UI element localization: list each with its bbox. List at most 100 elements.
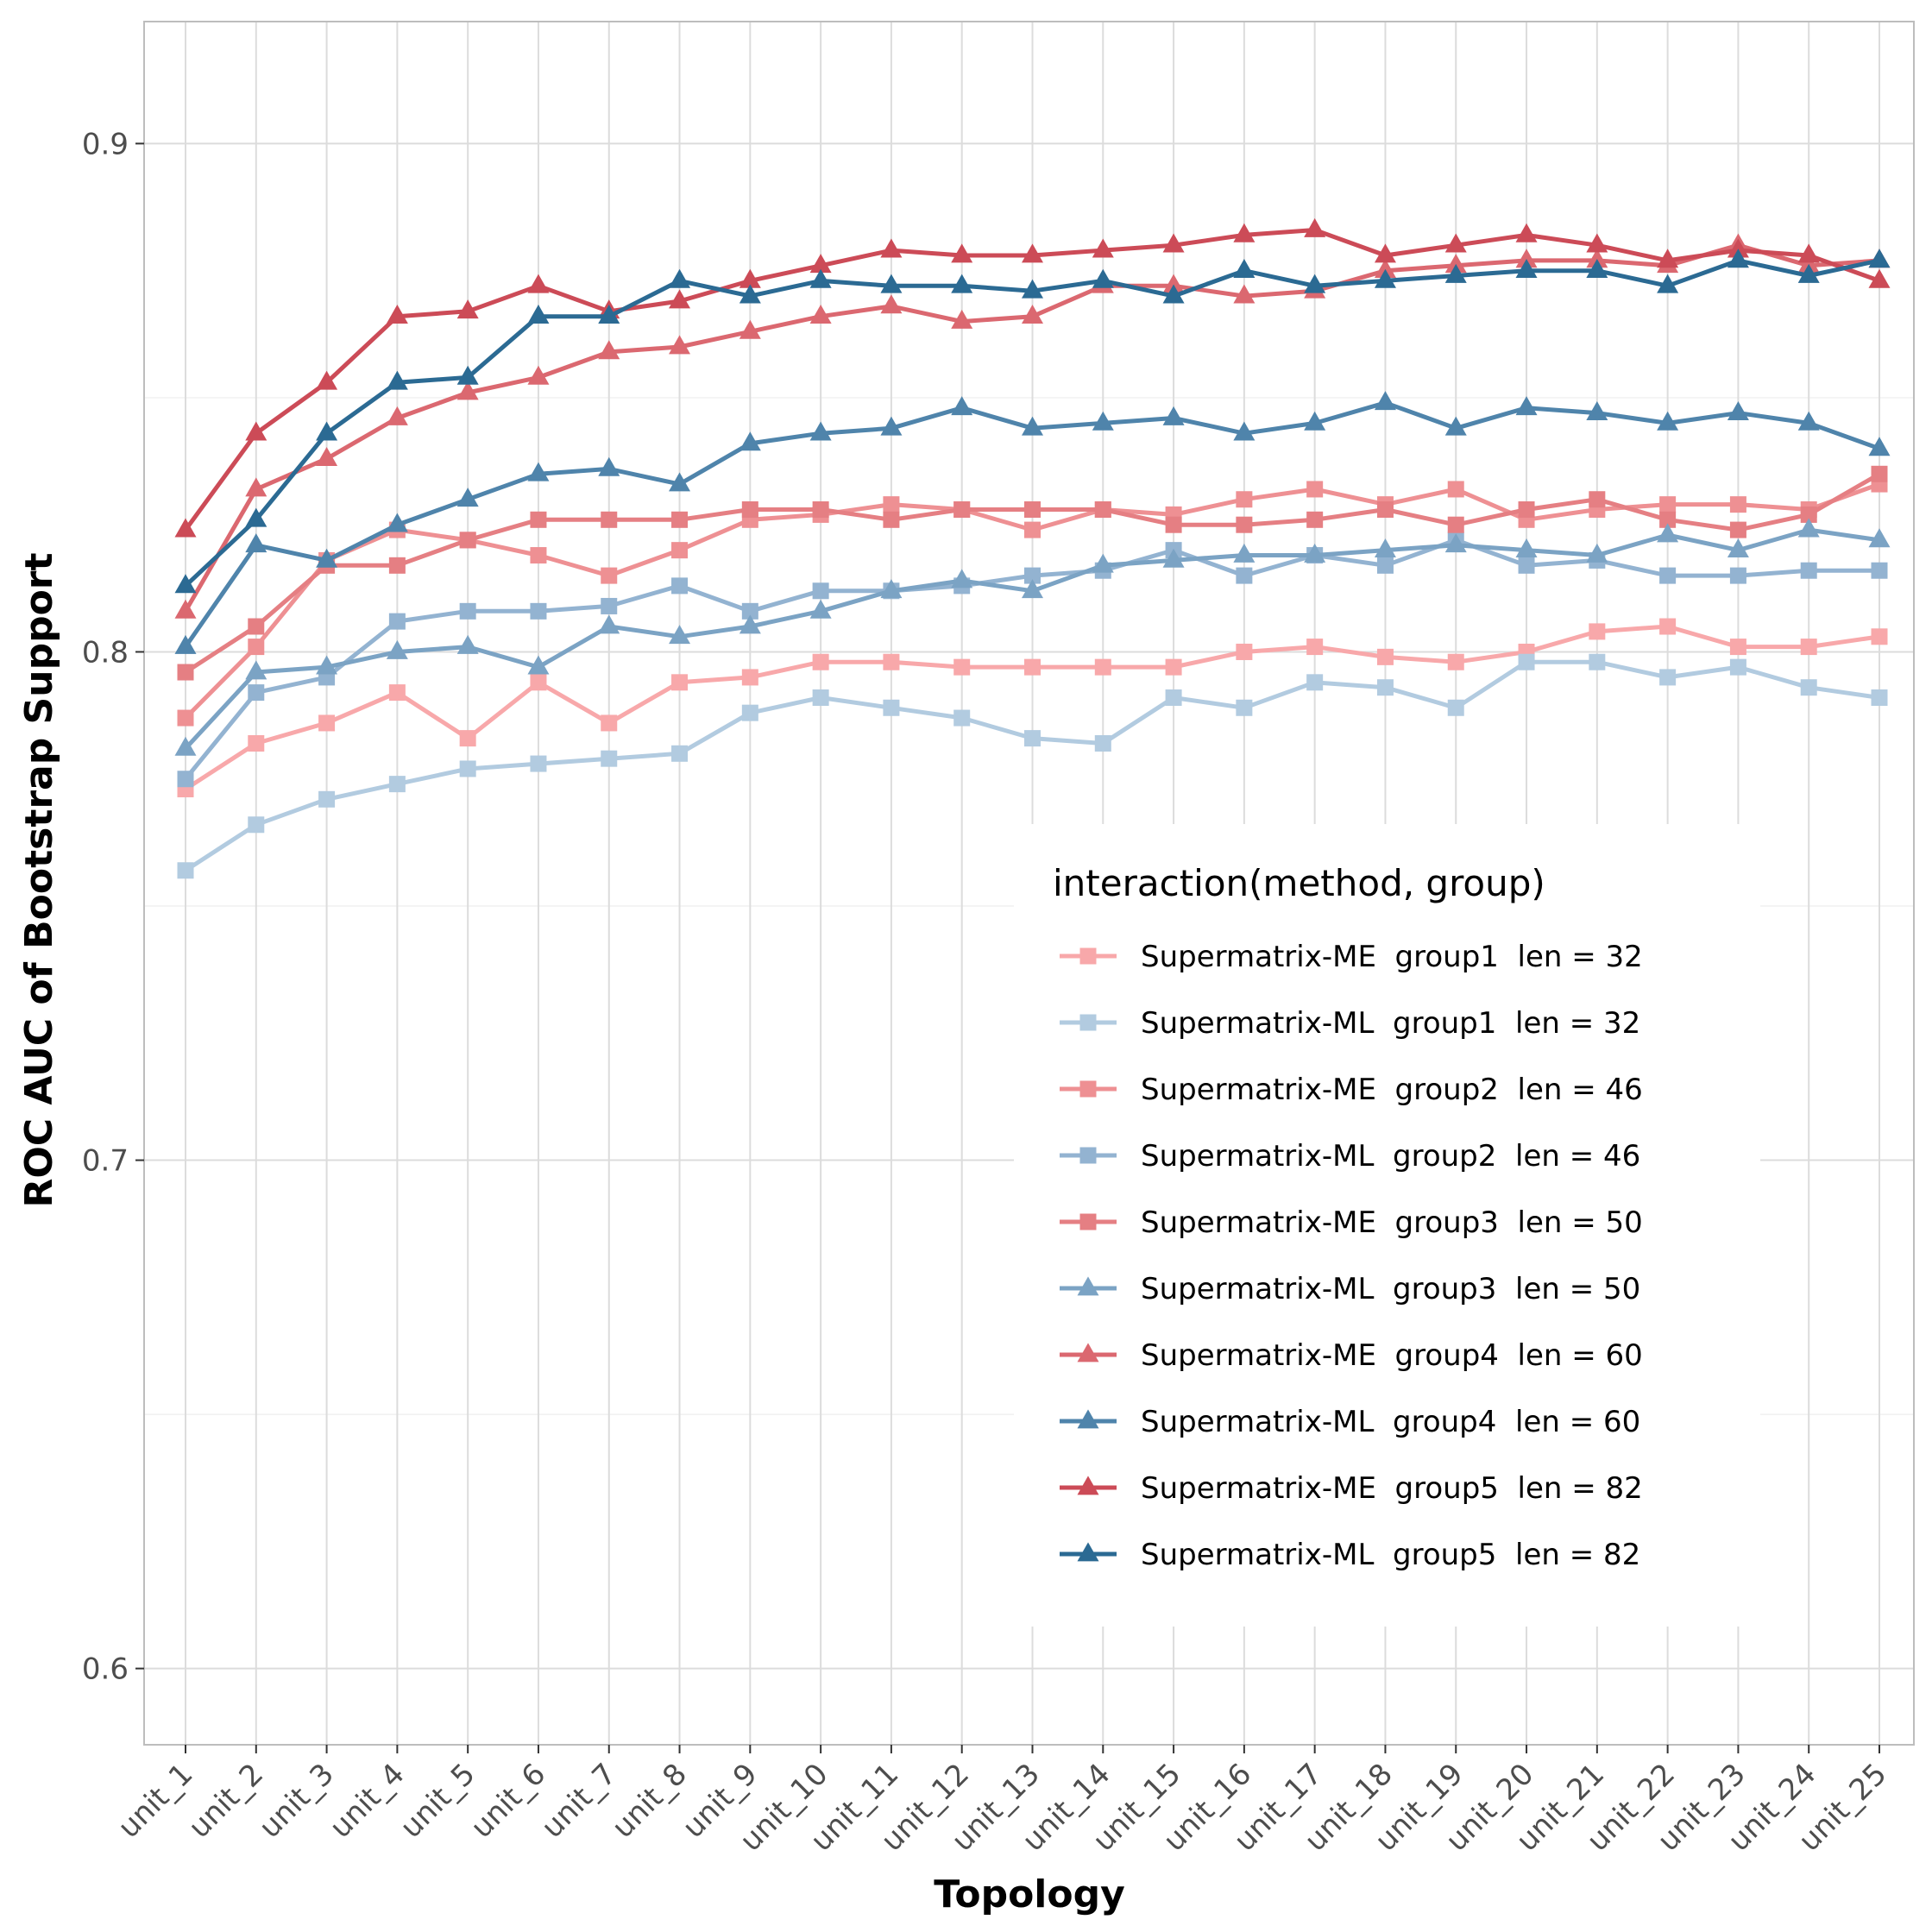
data-point <box>248 816 265 834</box>
data-point <box>739 319 761 339</box>
data-point <box>174 599 197 619</box>
data-point <box>1306 481 1324 498</box>
legend-item-2: Supermatrix-ML group1 len = 32 <box>1060 1006 1640 1041</box>
data-point <box>741 669 758 686</box>
data-point <box>1447 481 1464 498</box>
series-10 <box>174 249 1891 594</box>
data-point <box>1659 511 1677 528</box>
data-point <box>527 365 550 385</box>
data-point <box>1094 735 1111 752</box>
legend-label: Supermatrix-ML group5 len = 82 <box>1141 1538 1640 1572</box>
data-point <box>248 735 265 752</box>
data-point <box>739 284 761 304</box>
data-point <box>1447 516 1464 533</box>
data-point <box>601 567 618 584</box>
data-point <box>1022 416 1043 436</box>
data-point <box>1729 658 1746 676</box>
data-point <box>245 660 267 680</box>
data-point <box>530 547 547 564</box>
data-point <box>1729 496 1746 513</box>
y-tick-label: 0.6 <box>82 1652 129 1687</box>
data-point <box>953 709 971 727</box>
data-point <box>1589 491 1606 508</box>
data-point <box>456 365 479 385</box>
data-point <box>1304 274 1326 293</box>
data-point <box>456 488 479 507</box>
data-point <box>459 532 476 549</box>
legend-item-3: Supermatrix-ME group2 len = 46 <box>1060 1073 1643 1107</box>
data-point <box>177 709 194 727</box>
data-point <box>1165 658 1182 676</box>
data-point <box>245 477 267 497</box>
data-point <box>1659 567 1677 584</box>
data-point <box>1868 437 1891 456</box>
data-point <box>953 658 971 676</box>
data-point <box>1024 521 1041 538</box>
data-point <box>1659 618 1677 635</box>
data-point <box>1586 233 1608 253</box>
y-tick-label: 0.8 <box>82 635 129 670</box>
series-1 <box>177 618 1888 798</box>
data-point <box>1727 538 1749 558</box>
data-point <box>1165 516 1182 533</box>
data-point <box>1162 274 1185 293</box>
data-point <box>671 577 689 595</box>
data-point <box>459 760 476 777</box>
data-point <box>386 513 408 532</box>
data-point <box>456 634 479 654</box>
data-point <box>1376 557 1394 574</box>
data-point <box>527 462 550 481</box>
data-point <box>951 243 973 263</box>
legend-item-1: Supermatrix-ME group1 len = 32 <box>1060 940 1643 974</box>
data-point <box>1306 639 1324 656</box>
x-tick-label: unit_1 <box>111 1757 199 1845</box>
data-point <box>1444 533 1467 553</box>
data-point <box>316 446 338 466</box>
series-6 <box>174 518 1891 756</box>
data-point <box>1233 284 1255 304</box>
data-point <box>1797 411 1820 431</box>
data-point <box>1447 653 1464 670</box>
data-point <box>1092 268 1114 288</box>
data-point <box>459 730 476 747</box>
data-point <box>1233 259 1255 279</box>
data-point <box>1871 465 1888 482</box>
data-point <box>1024 567 1041 584</box>
data-point <box>1659 496 1677 513</box>
data-point <box>527 305 550 324</box>
data-point <box>1022 305 1043 324</box>
legend-item-6: Supermatrix-ML group3 len = 50 <box>1060 1272 1640 1306</box>
data-point <box>456 299 479 319</box>
legend-key-marker <box>1077 1343 1099 1362</box>
data-point <box>1586 259 1608 279</box>
legend-background <box>1014 824 1760 1627</box>
data-point <box>1515 223 1538 242</box>
data-point <box>1659 669 1677 686</box>
data-point <box>1094 501 1111 519</box>
data-point <box>248 684 265 702</box>
data-point <box>1162 548 1185 568</box>
x-tick-label: unit_2 <box>182 1757 270 1845</box>
data-point <box>174 574 197 594</box>
data-point <box>1515 538 1538 558</box>
data-point <box>1444 416 1467 436</box>
data-point <box>386 639 408 659</box>
data-point <box>1304 543 1326 563</box>
data-point <box>1306 511 1324 528</box>
data-point <box>1444 233 1467 253</box>
data-point <box>1729 521 1746 538</box>
data-point <box>1024 501 1041 519</box>
legend-label: Supermatrix-ML group1 len = 32 <box>1141 1006 1640 1041</box>
data-point <box>1586 400 1608 420</box>
data-point <box>386 305 408 324</box>
data-point <box>1444 254 1467 274</box>
data-point <box>809 421 832 441</box>
data-point <box>245 507 267 527</box>
legend-label: Supermatrix-ME group2 len = 46 <box>1141 1073 1643 1107</box>
data-point <box>248 639 265 656</box>
data-point <box>1236 699 1253 716</box>
data-point <box>1236 491 1253 508</box>
legend-item-10: Supermatrix-ML group5 len = 82 <box>1060 1538 1640 1572</box>
x-tick-label: unit_8 <box>606 1757 694 1845</box>
